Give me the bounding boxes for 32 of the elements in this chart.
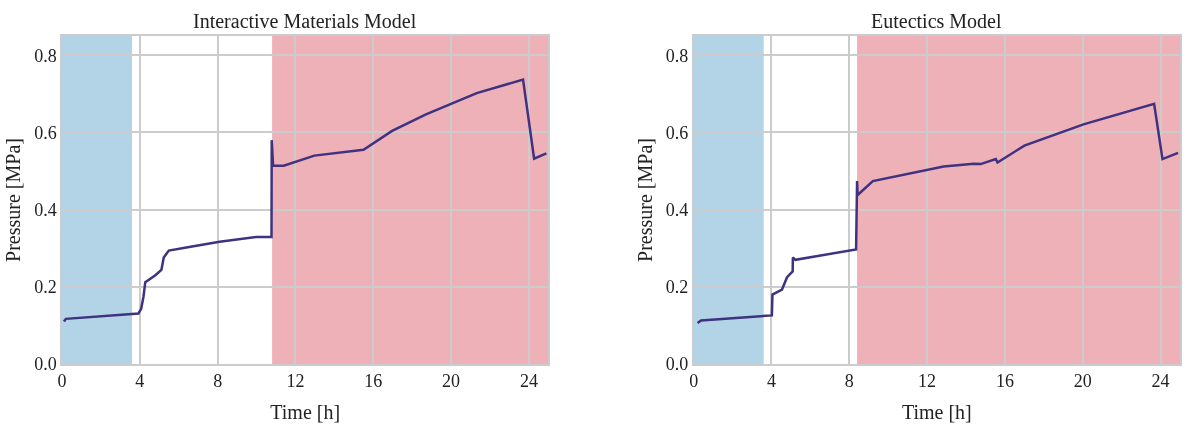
x-tick-label: 24 bbox=[1151, 371, 1170, 392]
y-tick-label: 0.8 bbox=[665, 45, 689, 66]
y-tick-label: 0.2 bbox=[665, 277, 689, 298]
x-axis-title: Time [h] bbox=[901, 401, 972, 424]
y-axis-title: Pressure [MPa] bbox=[2, 138, 25, 262]
y-tick-label: 0.6 bbox=[665, 122, 689, 143]
y-tick-label: 0.0 bbox=[34, 354, 57, 375]
x-tick-label: 20 bbox=[442, 371, 461, 392]
x-tick-label: 20 bbox=[1073, 371, 1092, 392]
chart-title: Interactive Materials Model bbox=[193, 10, 417, 32]
y-tick-label: 0.4 bbox=[34, 199, 57, 220]
y-tick-label: 0.8 bbox=[34, 45, 57, 66]
x-tick-label: 16 bbox=[995, 371, 1014, 392]
x-tick-label: 8 bbox=[213, 371, 223, 392]
x-tick-label: 0 bbox=[689, 371, 699, 392]
x-axis-title: Time [h] bbox=[270, 401, 341, 424]
x-tick-label: 8 bbox=[844, 371, 854, 392]
x-tick-label: 12 bbox=[918, 371, 937, 392]
x-tick-label: 24 bbox=[519, 371, 538, 392]
x-tick-label: 4 bbox=[135, 371, 145, 392]
y-axis-title: Pressure [MPa] bbox=[633, 138, 656, 262]
y-tick-label: 0.4 bbox=[665, 199, 689, 220]
y-tick-label: 0.2 bbox=[34, 277, 57, 298]
x-tick-label: 4 bbox=[766, 371, 776, 392]
x-tick-label: 16 bbox=[364, 371, 383, 392]
chart-title: Eutectics Model bbox=[871, 10, 1002, 32]
line-series bbox=[696, 102, 1180, 325]
line-series bbox=[62, 78, 548, 323]
y-tick-label: 0.6 bbox=[34, 122, 57, 143]
x-tick-label: 0 bbox=[57, 371, 67, 392]
y-tick-label: 0.0 bbox=[665, 354, 689, 375]
x-tick-label: 12 bbox=[286, 371, 305, 392]
